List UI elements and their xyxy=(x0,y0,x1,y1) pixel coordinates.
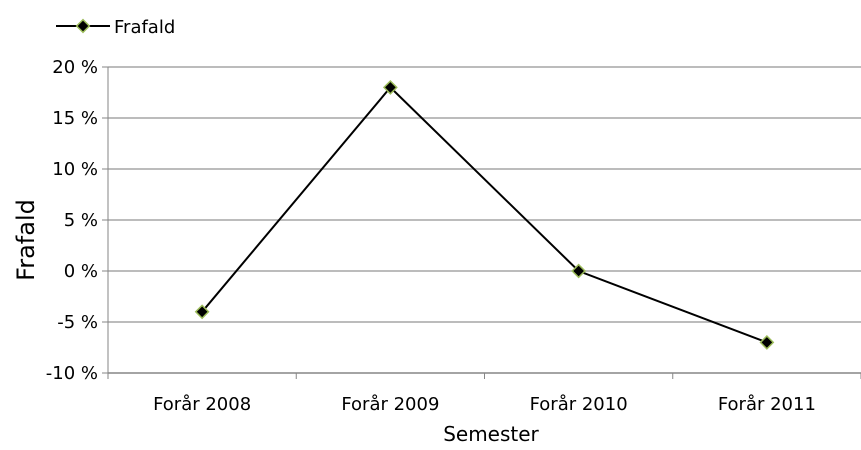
series-line xyxy=(201,85,768,344)
series-frafald xyxy=(194,79,775,350)
y-tick-label: -5 % xyxy=(57,312,98,333)
y-tick-label: 10 % xyxy=(52,159,98,180)
y-tick-label: 5 % xyxy=(64,210,98,231)
legend-label-frafald: Frafald xyxy=(114,17,175,38)
gridlines xyxy=(108,66,861,323)
x-tick-label: Forår 2011 xyxy=(718,394,816,415)
x-axis-ticks: Forår 2008 Forår 2009 Forår 2010 Forår 2011 xyxy=(107,373,861,415)
data-point-marker xyxy=(759,334,775,350)
x-axis-title: Semester xyxy=(443,422,539,446)
y-tick-label: 20 % xyxy=(52,57,98,78)
y-tick-label: -10 % xyxy=(46,363,98,384)
legend: Frafald xyxy=(56,17,175,38)
y-tick-label: 15 % xyxy=(52,108,98,129)
x-tick-label: Forår 2010 xyxy=(530,394,628,415)
x-tick-label: Forår 2008 xyxy=(153,394,251,415)
data-point-marker xyxy=(194,304,210,320)
y-axis-title: Frafald xyxy=(12,199,40,281)
data-point-marker xyxy=(382,79,398,95)
data-point-marker xyxy=(571,263,587,279)
legend-marker-swatch xyxy=(75,18,91,34)
y-axis-ticks: -10 % -5 % 0 % 5 % 10 % 15 % 20 % xyxy=(46,57,109,384)
x-tick-label: Forår 2009 xyxy=(341,394,439,415)
y-tick-label: 0 % xyxy=(64,261,98,282)
